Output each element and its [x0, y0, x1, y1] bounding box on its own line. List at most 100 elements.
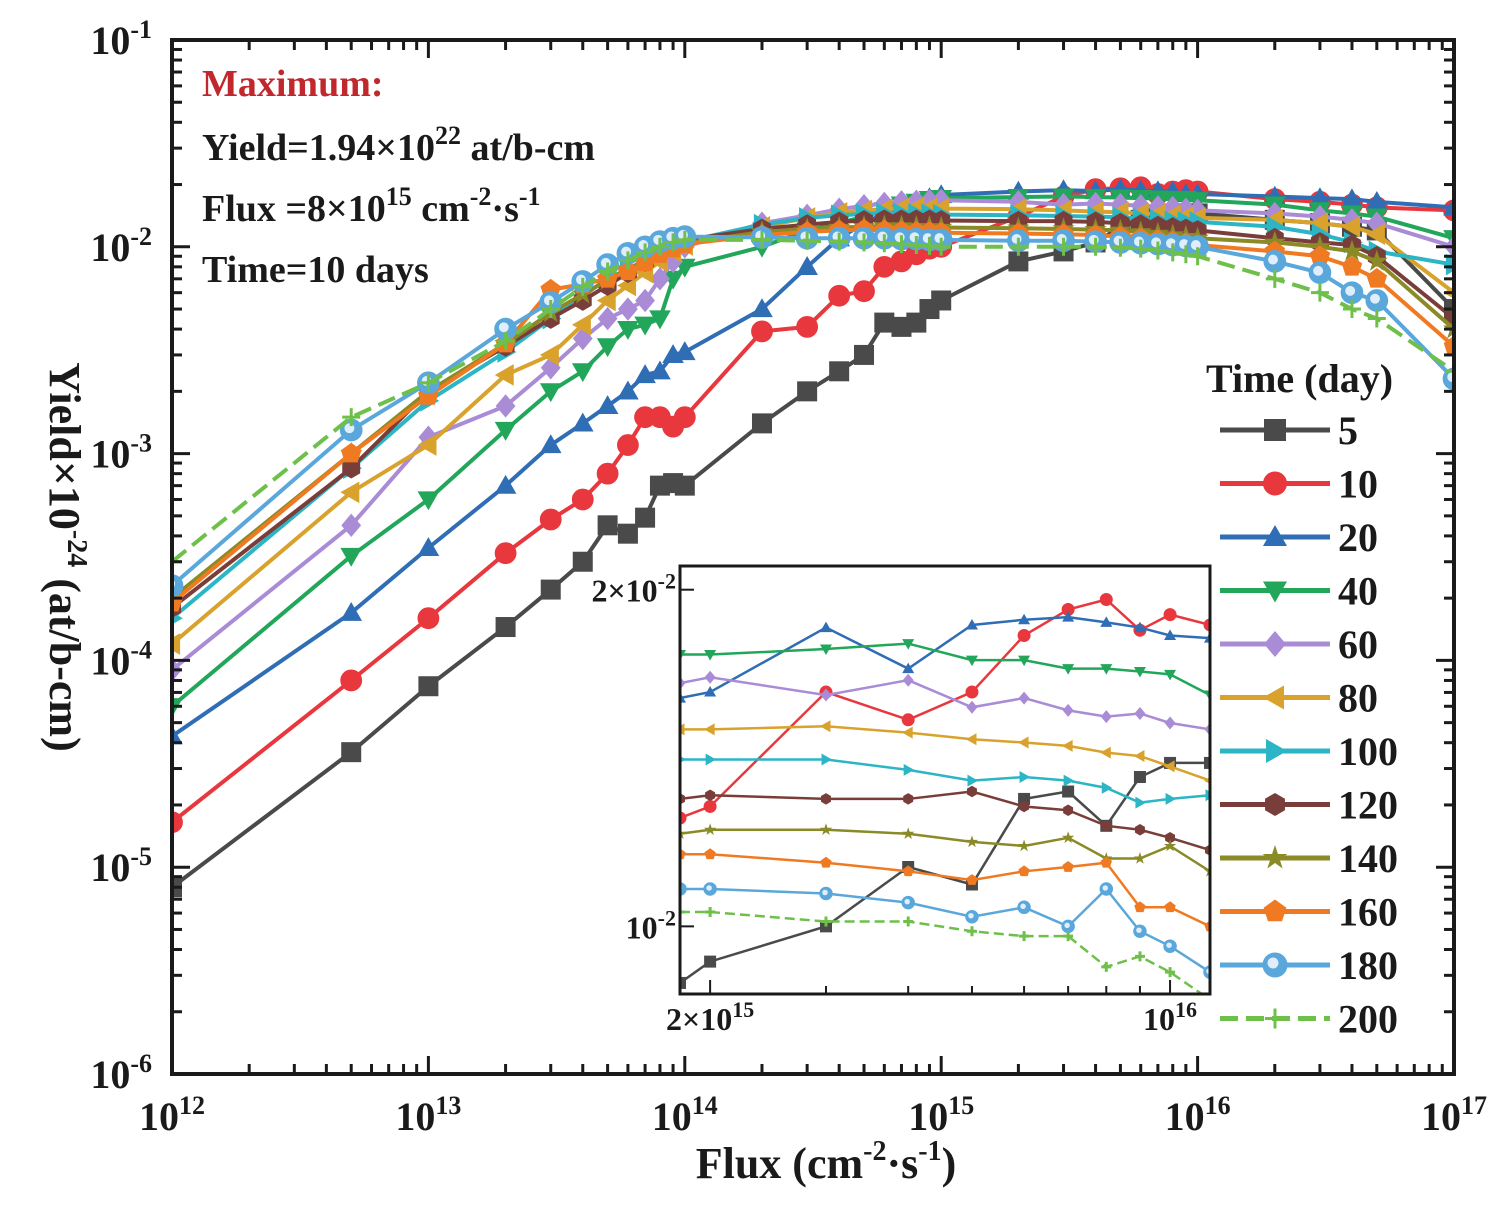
- marker-20-4: [539, 434, 562, 454]
- marker-5-16: [874, 312, 895, 333]
- marker-200-24: [1111, 238, 1130, 257]
- annotation-flux: Flux =8×1015 cm-2·s-1: [202, 182, 541, 230]
- marker-inset-200-8: [1134, 951, 1145, 962]
- marker-180-16-center: [877, 231, 888, 242]
- marker-inset-40-9: [1164, 669, 1177, 681]
- marker-inset-120-7: [1101, 820, 1112, 832]
- marker-inset-160-6: [1062, 860, 1074, 872]
- marker-inset-140-10: [1203, 864, 1210, 877]
- marker-60-24: [1110, 192, 1131, 217]
- marker-inset-10-9: [1163, 608, 1177, 622]
- marker-inset-160-8: [1134, 901, 1146, 913]
- marker-200-25: [1131, 239, 1150, 258]
- marker-inset-60-8: [1134, 706, 1146, 720]
- legend-label-40: 40: [1338, 569, 1378, 614]
- marker-inset-100-9: [1165, 792, 1177, 805]
- marker-inset-40-3: [902, 639, 915, 650]
- marker-inset-120-6: [1063, 804, 1074, 817]
- marker-200-33: [1367, 309, 1386, 328]
- marker-200-21: [1009, 237, 1028, 256]
- marker-inset-120-8: [1134, 824, 1145, 836]
- marker-40-10: [662, 270, 684, 290]
- legend-item-200: 200: [1220, 997, 1398, 1042]
- marker-inset-120-9: [1165, 832, 1176, 844]
- legend-item-120: 120: [1220, 783, 1398, 828]
- main-tick-labels: 1012 1013 1014 1015 1016 1017 10-1 10-2 10-3 10-4…: [90, 15, 1487, 1139]
- inset-y-tick-label: 10-2: [626, 905, 676, 945]
- marker-legend-160: [1263, 899, 1287, 922]
- marker-180-32-center: [1345, 285, 1356, 296]
- marker-60-28: [1175, 197, 1196, 221]
- marker-10-3: [494, 542, 517, 565]
- marker-legend-140: [1262, 845, 1288, 869]
- legend-label-160: 160: [1338, 890, 1398, 935]
- marker-10-1: [340, 669, 363, 692]
- marker-inset-40-5: [1018, 655, 1031, 667]
- marker-inset-200-1: [705, 907, 716, 918]
- marker-200-30: [1265, 269, 1284, 288]
- marker-inset-180-3-center: [904, 898, 910, 905]
- marker-60-29: [1187, 198, 1208, 223]
- marker-200-31: [1310, 283, 1329, 302]
- marker-inset-100-6: [1063, 774, 1075, 787]
- marker-inset-200-2: [820, 916, 831, 927]
- marker-20-5: [571, 412, 594, 432]
- marker-5-15: [854, 344, 875, 365]
- marker-160-33: [1366, 268, 1388, 288]
- marker-200-1: [342, 408, 361, 427]
- marker-180-22-center: [1056, 233, 1067, 244]
- marker-80-1: [340, 481, 360, 504]
- marker-200-8: [636, 243, 655, 262]
- marker-40-8: [634, 316, 656, 336]
- marker-legend-60: [1264, 631, 1286, 657]
- marker-inset-80-7: [1100, 746, 1111, 759]
- legend-label-140: 140: [1338, 836, 1398, 881]
- marker-inset-100-2: [821, 753, 832, 766]
- legend-label-100: 100: [1338, 729, 1398, 774]
- marker-inset-180-9-center: [1166, 942, 1172, 948]
- y-tick-label: 10-1: [90, 15, 152, 63]
- max-annotation: Maximum: Yield=1.94×1022 at/b-cm Flux =8…: [202, 63, 595, 291]
- marker-inset-180-4-center: [968, 912, 974, 919]
- marker-200-20: [932, 237, 951, 256]
- marker-40-5: [571, 363, 594, 383]
- marker-180-0: [172, 574, 184, 597]
- marker-180-29-center: [1190, 240, 1201, 250]
- legend-item-60: 60: [1220, 622, 1378, 667]
- marker-5-3: [495, 617, 516, 638]
- marker-40-1: [340, 547, 363, 567]
- marker-5-14: [829, 361, 850, 382]
- marker-inset-20-3: [902, 662, 915, 674]
- marker-legend-180-center: [1267, 957, 1279, 969]
- marker-200-34: [1445, 362, 1454, 381]
- marker-20-9: [649, 360, 671, 380]
- marker-200-5: [573, 277, 592, 296]
- marker-inset-40-4: [965, 655, 978, 667]
- marker-5-2: [418, 676, 439, 697]
- marker-160-32: [1341, 256, 1363, 276]
- marker-180-1-center: [344, 423, 355, 434]
- legend-item-20: 20: [1220, 515, 1378, 560]
- legend-item-160: 160: [1220, 890, 1398, 935]
- marker-5-12: [751, 413, 772, 434]
- marker-inset-60-6: [1062, 703, 1074, 717]
- marker-inset-120-1: [705, 789, 716, 801]
- marker-60-25: [1130, 194, 1151, 218]
- marker-legend-10: [1263, 471, 1287, 496]
- marker-inset-80-4: [965, 733, 977, 746]
- inset-ticks: 2×1015 1016 2×10-2 10-2: [591, 569, 1197, 1037]
- inset-frame: [678, 564, 1212, 996]
- marker-160-7: [617, 260, 639, 281]
- marker-inset-120-5: [1019, 800, 1030, 813]
- marker-inset-100-1: [705, 753, 717, 766]
- marker-200-3: [496, 332, 515, 351]
- marker-inset-180-2-center: [822, 889, 828, 896]
- marker-200-2: [419, 373, 438, 392]
- marker-80-0: [172, 633, 181, 655]
- inset-series-60: [680, 670, 1210, 736]
- marker-200-29: [1188, 247, 1207, 266]
- inset-series-layer: [680, 593, 1210, 994]
- marker-inset-180-1-center: [706, 885, 712, 891]
- marker-80-2: [417, 434, 437, 456]
- marker-200-16: [875, 234, 894, 253]
